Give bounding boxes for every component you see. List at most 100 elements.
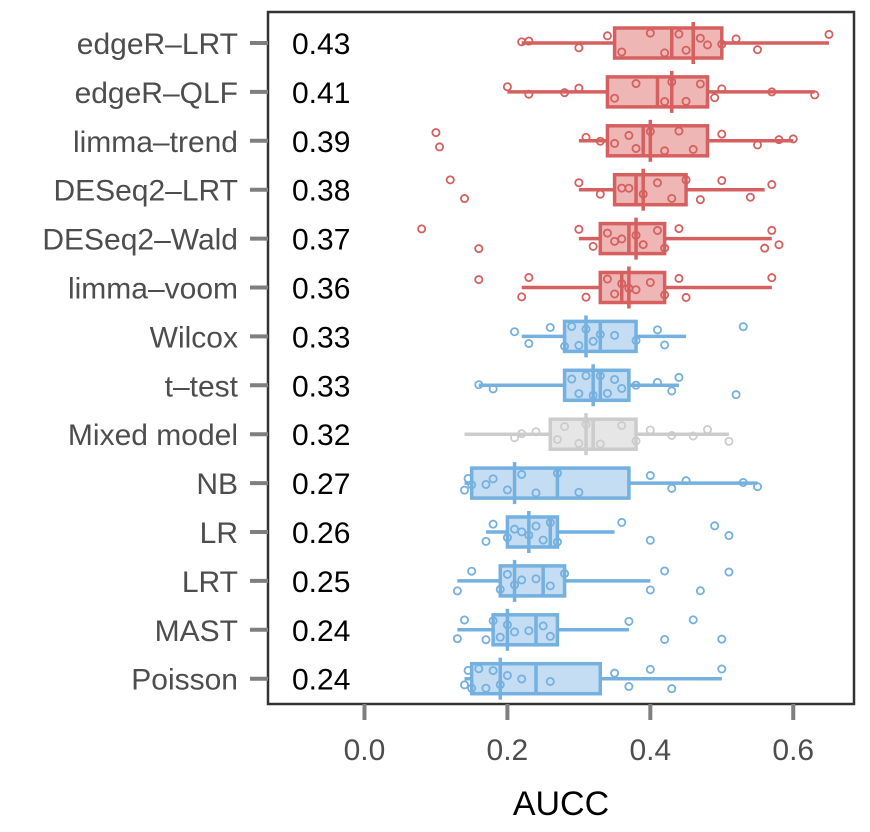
- data-point: [545, 581, 555, 591]
- data-point: [481, 635, 491, 645]
- data-point: [724, 436, 734, 446]
- data-point: [467, 566, 477, 576]
- data-point: [667, 684, 677, 694]
- data-point: [517, 575, 527, 585]
- data-point: [631, 380, 641, 390]
- panel-border: [266, 10, 856, 706]
- data-point: [531, 427, 541, 437]
- data-point: [567, 321, 577, 331]
- data-point: [645, 277, 655, 287]
- data-point: [581, 292, 591, 302]
- data-point: [574, 224, 584, 234]
- data-point: [660, 97, 670, 107]
- data-point: [602, 31, 612, 41]
- data-point: [435, 142, 445, 152]
- data-point: [710, 93, 720, 103]
- data-point: [652, 377, 662, 387]
- data-point: [681, 96, 691, 106]
- data-point: [488, 384, 498, 394]
- data-point: [717, 39, 727, 49]
- data-point: [463, 665, 473, 675]
- category-group: 0.24: [292, 657, 727, 700]
- data-point: [660, 48, 670, 58]
- data-point: [617, 383, 627, 393]
- data-point: [681, 45, 691, 55]
- data-point: [788, 134, 798, 144]
- data-point: [602, 228, 612, 238]
- data-point: [545, 322, 555, 332]
- category-label: Mixed model: [68, 419, 238, 452]
- value-label: 0.43: [292, 28, 350, 61]
- data-point: [560, 569, 570, 579]
- data-point: [631, 230, 641, 240]
- data-point: [510, 433, 520, 443]
- data-point: [567, 374, 577, 384]
- data-point: [703, 425, 713, 435]
- data-point: [445, 175, 455, 185]
- data-point: [502, 533, 512, 543]
- data-point: [474, 275, 484, 285]
- value-label: 0.24: [292, 664, 350, 697]
- data-point: [753, 45, 763, 55]
- data-point: [624, 682, 634, 692]
- data-point: [474, 664, 484, 674]
- category-group: 0.33: [292, 315, 748, 358]
- data-point: [660, 566, 670, 576]
- value-label: 0.41: [292, 77, 350, 110]
- category-group: 0.27: [292, 462, 763, 505]
- category-label: MAST: [155, 615, 238, 648]
- data-point: [745, 192, 755, 202]
- iqr-box: [498, 564, 567, 598]
- data-point: [681, 476, 691, 486]
- data-point: [488, 616, 498, 626]
- data-point: [660, 634, 670, 644]
- data-point: [731, 390, 741, 400]
- data-point: [510, 627, 520, 637]
- data-point: [581, 371, 591, 381]
- category-label: LRT: [182, 566, 238, 599]
- data-point: [574, 178, 584, 188]
- data-point: [660, 243, 670, 253]
- iqr-box: [605, 124, 710, 158]
- data-point: [703, 40, 713, 50]
- category-label: Poisson: [131, 664, 238, 697]
- category-label: DESeq2–Wald: [42, 224, 238, 257]
- data-point: [545, 631, 555, 641]
- category-group: 0.32: [292, 413, 734, 456]
- data-point: [495, 632, 505, 642]
- data-point: [631, 143, 641, 153]
- data-point: [617, 279, 627, 289]
- data-point: [560, 88, 570, 98]
- category-label: Wilcox: [150, 321, 238, 354]
- data-point: [645, 127, 655, 137]
- data-point: [631, 436, 641, 446]
- data-point: [610, 330, 620, 340]
- data-point: [638, 240, 648, 250]
- data-point: [460, 680, 470, 690]
- data-point: [660, 340, 670, 350]
- data-point: [731, 34, 741, 44]
- data-point: [631, 285, 641, 295]
- data-point: [688, 615, 698, 625]
- data-point: [767, 180, 777, 190]
- data-point: [753, 482, 763, 492]
- data-point: [610, 138, 620, 148]
- data-point: [581, 419, 591, 429]
- data-point: [517, 429, 527, 439]
- data-point: [531, 488, 541, 498]
- value-label: 0.26: [292, 517, 350, 550]
- data-point: [767, 87, 777, 97]
- category-group: 0.36: [292, 266, 777, 309]
- data-point: [631, 335, 641, 345]
- data-point: [510, 327, 520, 337]
- data-point: [560, 422, 570, 432]
- data-point: [724, 531, 734, 541]
- data-point: [667, 483, 677, 493]
- value-label: 0.25: [292, 566, 350, 599]
- data-point: [510, 580, 520, 590]
- data-point: [517, 674, 527, 684]
- data-point: [645, 585, 655, 595]
- data-point: [474, 244, 484, 254]
- data-point: [531, 574, 541, 584]
